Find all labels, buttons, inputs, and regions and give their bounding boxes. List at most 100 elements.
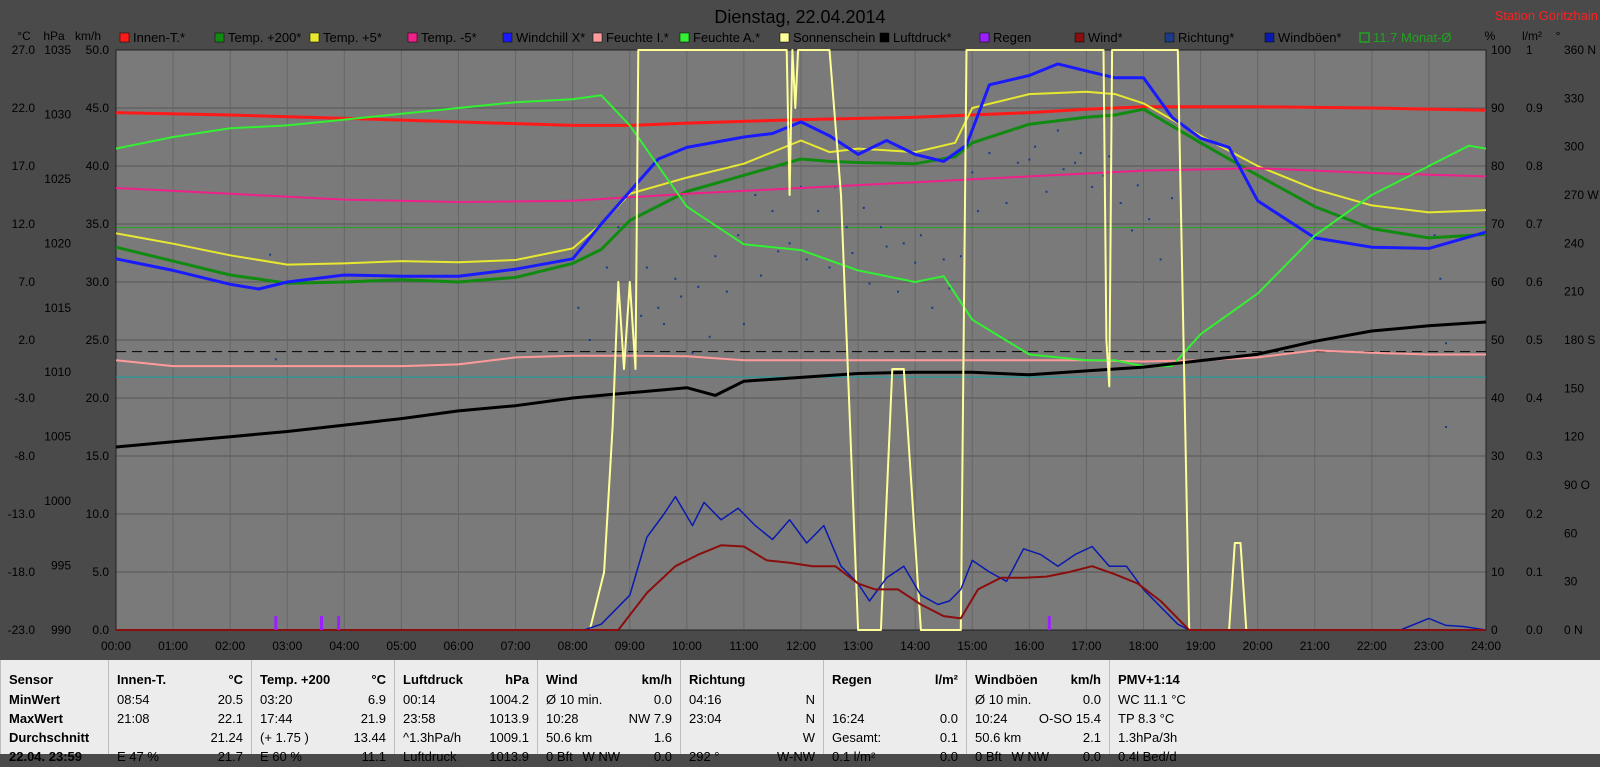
- legend-swatch: [502, 32, 513, 43]
- y-tick-percent: 40: [1491, 391, 1505, 405]
- legend-label: Regen: [993, 30, 1031, 45]
- y-tick-lm2: 0.8: [1526, 159, 1543, 173]
- y-tick-hpa: 1020: [44, 236, 71, 250]
- panel-wind-bft: 0 Bft: [546, 749, 573, 764]
- panel-innen-min-value: 20.5: [217, 692, 243, 707]
- y-tick-lm2: 0.4: [1526, 391, 1543, 405]
- legend-swatch: [1264, 32, 1275, 43]
- x-tick-label: 18:00: [1128, 639, 1158, 653]
- legend-swatch: [309, 32, 320, 43]
- y-tick-hpa: 1025: [44, 172, 71, 186]
- y-tick-percent: 80: [1491, 159, 1505, 173]
- panel-windboeen-unit: km/h: [1070, 672, 1101, 687]
- legend-label: Wind*: [1088, 30, 1123, 45]
- unit-hpa: hPa: [43, 29, 65, 43]
- panel-sensor-max: MaxWert: [9, 711, 63, 726]
- panel-windboeen: Windböen km/h Ø 10 min. 0.0 10:24 O-SO 15.4…: [966, 660, 1109, 764]
- x-tick-label: 14:00: [900, 639, 930, 653]
- richtung-point: [879, 226, 882, 229]
- legend-swatch: [1164, 32, 1175, 43]
- series-line-windchill-x: [115, 62, 1487, 291]
- legend-swatch: [592, 32, 603, 43]
- panel-pmv-wc: WC 11.1 °C: [1118, 692, 1186, 707]
- richtung-point: [577, 306, 580, 309]
- y-tick-deg: 150: [1564, 381, 1584, 395]
- legend-label: Temp. +5*: [323, 30, 382, 45]
- rain-bar: [274, 616, 278, 630]
- legend-swatch: [1074, 32, 1085, 43]
- richtung-point: [777, 250, 780, 253]
- richtung-point: [885, 245, 888, 248]
- y-tick-kmh: 5.0: [92, 565, 109, 579]
- panel-regen-total-value: 0.1: [939, 730, 958, 745]
- x-tick-label: 10:00: [672, 639, 702, 653]
- panel-richtung-cur-deg: 292 °: [689, 749, 720, 764]
- y-tick-celsius: 22.0: [12, 101, 36, 115]
- legend-label: 11.7 Monat-Ø: [1373, 30, 1452, 45]
- richtung-point: [902, 242, 905, 245]
- y-tick-lm2: 0.5: [1526, 333, 1543, 347]
- legend-swatch: [214, 32, 225, 43]
- y-tick-celsius: -8.0: [14, 449, 35, 463]
- panel-temp200-title: Temp. +200: [260, 672, 331, 687]
- richtung-point: [868, 282, 871, 285]
- x-tick-label: 03:00: [272, 639, 302, 653]
- richtung-point: [1074, 161, 1076, 164]
- y-tick-kmh: 40.0: [86, 159, 110, 173]
- y-tick-deg: 270 W: [1564, 188, 1599, 202]
- y-tick-deg: 120: [1564, 430, 1584, 444]
- richtung-point: [931, 306, 934, 309]
- panel-richtung-min-time: 04:16: [689, 692, 722, 707]
- richtung-point: [269, 253, 272, 256]
- x-tick-label: 02:00: [215, 639, 245, 653]
- y-tick-lm2: 0.6: [1526, 275, 1543, 289]
- x-tick-label: 01:00: [158, 639, 188, 653]
- richtung-point: [1005, 202, 1008, 205]
- x-tick-label: 06:00: [443, 639, 473, 653]
- legend-swatch: [679, 32, 690, 43]
- panel-wind-title: Wind: [546, 672, 578, 687]
- y-tick-celsius: 17.0: [12, 159, 36, 173]
- x-tick-label: 12:00: [786, 639, 816, 653]
- y-tick-hpa: 1030: [44, 107, 71, 121]
- legend-label: Sonnenschein: [793, 30, 875, 45]
- legend-label: Luftdruck*: [893, 30, 952, 45]
- x-tick-label: 19:00: [1186, 639, 1216, 653]
- richtung-point: [1159, 258, 1162, 261]
- y-tick-kmh: 0.0: [92, 623, 109, 637]
- richtung-point: [1016, 161, 1019, 164]
- y-tick-kmh: 45.0: [86, 101, 110, 115]
- series-line-wind: [116, 544, 1486, 631]
- panel-regen-unit: l/m²: [934, 672, 958, 687]
- y-tick-deg: 240: [1564, 236, 1584, 250]
- panel-wind-avg10: Ø 10 min.: [546, 692, 603, 707]
- panel-innen-title: Innen-T.: [117, 672, 167, 687]
- panel-richtung-cur-value: W-NW: [776, 749, 815, 764]
- panel-luftdruck-cur-value: 1013.9: [489, 749, 529, 764]
- panel-temp200-cur-value: 11.1: [361, 749, 386, 764]
- x-tick-label: 16:00: [1014, 639, 1044, 653]
- panel-richtung-max-value: N: [805, 711, 815, 726]
- panel-luftdruck-min-time: 00:14: [403, 692, 436, 707]
- legend-swatch: [779, 32, 790, 43]
- panel-wind-distance: 50.6 km: [546, 730, 593, 745]
- panel-innen-min-time: 08:54: [117, 692, 150, 707]
- y-tick-kmh: 10.0: [86, 507, 110, 521]
- richtung-point: [862, 206, 865, 209]
- richtung-point: [645, 266, 648, 269]
- x-tick-label: 15:00: [957, 639, 987, 653]
- richtung-point: [760, 274, 763, 277]
- unit-lm2: l/m²: [1522, 29, 1542, 43]
- unit-kmh: km/h: [75, 29, 101, 43]
- panel-pmv: PMV+1:14 WC 11.1 °C TP 8.3 °C 1.3hPa/3h …: [1109, 660, 1600, 764]
- richtung-point: [988, 152, 991, 155]
- richtung-point: [828, 266, 831, 269]
- y-tick-percent: 100: [1491, 43, 1511, 57]
- rain-bar: [1047, 616, 1051, 630]
- richtung-point: [1045, 190, 1048, 193]
- series-line-feuchte-i: [115, 349, 1486, 368]
- x-tick-label: 20:00: [1243, 639, 1273, 653]
- y-tick-deg: 30: [1564, 575, 1578, 589]
- x-tick-label: 08:00: [558, 639, 588, 653]
- x-tick-label: 09:00: [615, 639, 645, 653]
